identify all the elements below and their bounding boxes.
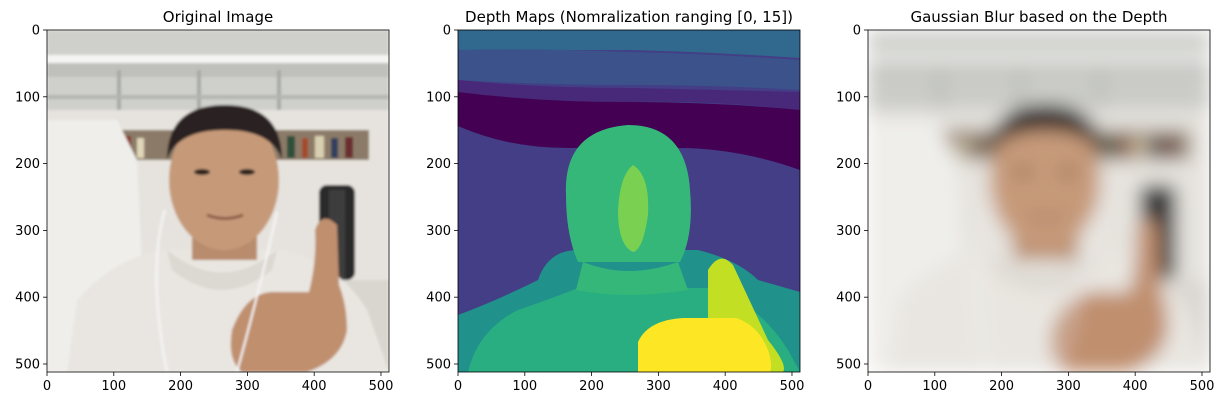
x-tick-label: 200 <box>168 379 193 394</box>
x-tick-label: 500 <box>780 379 805 394</box>
y-tick-label: 500 <box>836 357 861 372</box>
y-tick-label: 400 <box>15 291 40 306</box>
x-tick-label: 400 <box>713 379 738 394</box>
depth-map-image <box>458 30 800 372</box>
x-tick-label: 0 <box>43 379 51 394</box>
y-tick-label: 0 <box>32 24 40 39</box>
original-photo <box>47 30 389 372</box>
x-tick-label: 100 <box>922 379 947 394</box>
x-tick-label: 300 <box>646 379 671 394</box>
x-tick-label: 100 <box>512 379 537 394</box>
y-tick-label: 0 <box>443 24 451 39</box>
y-tick-label: 500 <box>426 357 451 372</box>
x-tick-label: 0 <box>864 379 872 394</box>
x-tick-label: 400 <box>1123 379 1148 394</box>
y-tick-label: 0 <box>853 24 861 39</box>
x-tick-label: 0 <box>454 379 462 394</box>
y-tick-label: 200 <box>426 157 451 172</box>
panel-gaussian-blur: Gaussian Blur based on the Depth 0 100 200… <box>836 8 1214 394</box>
x-tick-label: 200 <box>579 379 604 394</box>
axes-frame <box>457 29 801 373</box>
x-tick-label: 500 <box>1190 379 1215 394</box>
panel-title: Depth Maps (Nomralization ranging [0, 15… <box>465 8 793 26</box>
x-tick-label: 100 <box>101 379 126 394</box>
panel-title: Original Image <box>163 8 273 26</box>
y-tick-label: 100 <box>15 90 40 105</box>
axes-frame <box>46 29 390 373</box>
y-tick-label: 100 <box>426 90 451 105</box>
y-tick-label: 300 <box>836 224 861 239</box>
x-tick-label: 200 <box>989 379 1014 394</box>
panel-original-image: Original Image 0 100 200 300 400 500010020030… <box>15 8 393 394</box>
panel-title: Gaussian Blur based on the Depth <box>910 8 1167 26</box>
y-tick-label: 200 <box>15 157 40 172</box>
x-tick-label: 300 <box>1056 379 1081 394</box>
y-tick-label: 100 <box>836 90 861 105</box>
y-tick-label: 300 <box>426 224 451 239</box>
x-tick-label: 400 <box>302 379 327 394</box>
panel-depth-map: Depth Maps (Nomralization ranging [0, 15… <box>426 8 804 394</box>
axes-frame <box>867 29 1211 373</box>
y-tick-label: 500 <box>15 357 40 372</box>
blurred-photo <box>868 30 1210 372</box>
y-tick-label: 200 <box>836 157 861 172</box>
y-tick-label: 400 <box>836 291 861 306</box>
y-tick-label: 300 <box>15 224 40 239</box>
x-tick-label: 500 <box>369 379 394 394</box>
y-tick-label: 400 <box>426 291 451 306</box>
x-tick-label: 300 <box>235 379 260 394</box>
